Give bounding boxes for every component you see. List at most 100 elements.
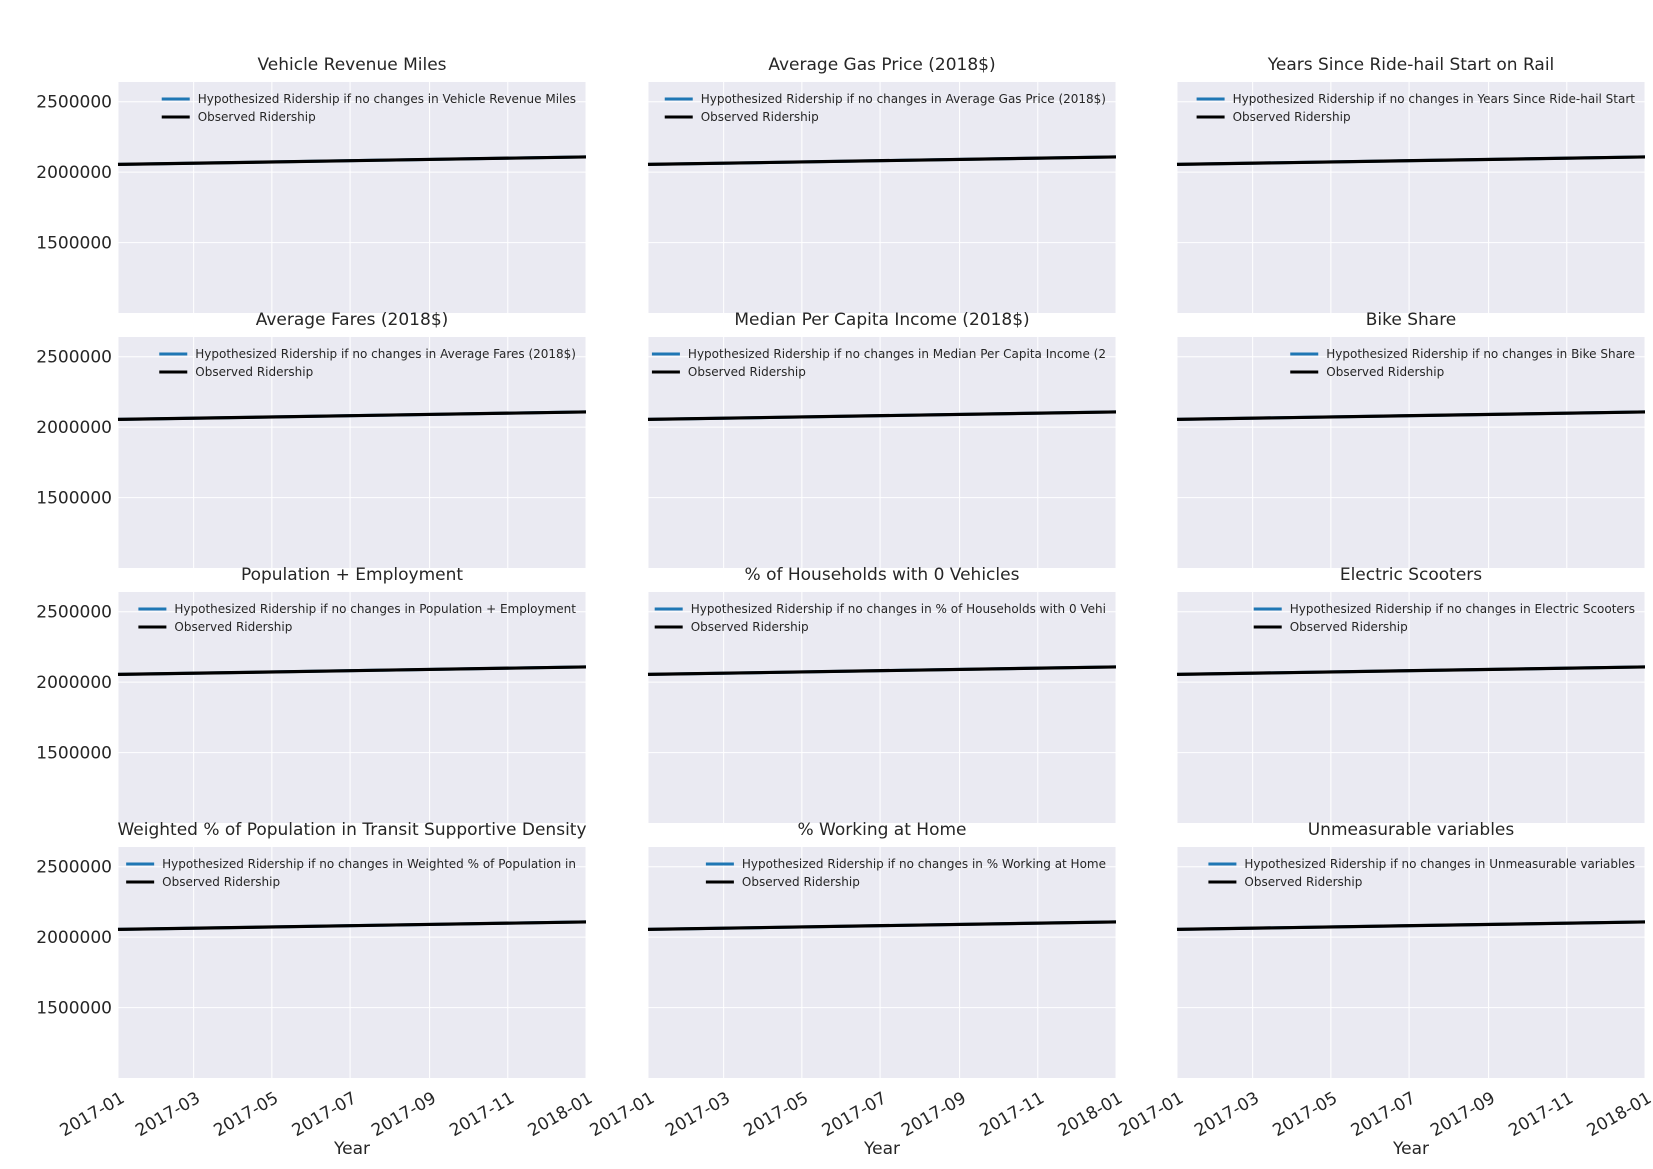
x-tick-label: 2017-01 [587,1088,659,1141]
legend-entry-hypothesized: Hypothesized Ridership if no changes in … [174,602,576,616]
x-tick-label: 2017-11 [976,1088,1048,1141]
x-tick-label: 2017-05 [1269,1088,1341,1141]
y-tick-label: 1500000 [36,234,112,254]
subplot-5: Median Per Capita Income (2018$) Hypothes… [647,310,1117,568]
legend-entry-observed: Observed Ridership [198,110,316,124]
legend-entry-observed: Observed Ridership [1233,110,1351,124]
x-tick-label: 2017-09 [898,1088,970,1141]
y-tick-label: 1500000 [36,999,112,1019]
y-tick-label: 1500000 [36,744,112,764]
legend: Hypothesized Ridership if no changes in … [654,602,1106,634]
x-tick-label: 2017-09 [368,1088,440,1141]
observed-ridership-line [647,155,1117,166]
legend-entry-observed: Observed Ridership [1290,620,1408,634]
plot-area [118,337,586,568]
subplot-title: Population + Employment [241,565,463,585]
legend: Hypothesized Ridership if no changes in … [1208,857,1635,889]
subplot-2: Average Gas Price (2018$) Hypothesized Ri… [647,55,1117,313]
subplot-4: Average Fares (2018$) Hypothesized Riders… [36,310,587,568]
y-tick-label: 1500000 [36,489,112,509]
x-tick-label: 2017-07 [1348,1088,1420,1141]
x-tick-label: 2017-11 [1505,1088,1577,1141]
legend: Hypothesized Ridership if no changes in … [161,92,576,124]
observed-ridership-line [1176,410,1646,421]
x-tick-label: 2018-01 [525,1088,597,1141]
legend-entry-hypothesized: Hypothesized Ridership if no changes in … [1244,857,1635,871]
x-tick-label: 2017-03 [132,1088,204,1141]
legend-entry-hypothesized: Hypothesized Ridership if no changes in … [1233,92,1636,106]
subplot-title: Vehicle Revenue Miles [257,55,446,75]
legend-entry-observed: Observed Ridership [742,875,860,889]
legend: Hypothesized Ridership if no changes in … [1196,92,1636,124]
subplot-title: Electric Scooters [1340,565,1482,585]
legend-entry-hypothesized: Hypothesized Ridership if no changes in … [701,92,1106,106]
observed-ridership-line [117,920,587,931]
y-tick-label: 2000000 [36,673,112,693]
subplot-12: Unmeasurable variables Hypothesized Rider… [1116,820,1653,1159]
x-tick-label: 2018-01 [1055,1088,1127,1141]
observed-ridership-line [1176,155,1646,166]
x-tick-label: 2017-05 [210,1088,282,1141]
legend-entry-observed: Observed Ridership [701,110,819,124]
legend-entry-observed: Observed Ridership [688,365,806,379]
legend: Hypothesized Ridership if no changes in … [138,602,576,634]
subplot-title: Average Fares (2018$) [256,310,449,330]
x-axis-label: Year [1392,1139,1429,1159]
subplot-title: Weighted % of Population in Transit Supp… [117,820,586,840]
legend: Hypothesized Ridership if no changes in … [1290,347,1635,379]
legend-entry-hypothesized: Hypothesized Ridership if no changes in … [1326,347,1635,361]
x-tick-label: 2018-01 [1584,1088,1653,1141]
x-axis-label: Year [333,1139,370,1159]
legend: Hypothesized Ridership if no changes in … [1253,602,1635,634]
subplot-title: Median Per Capita Income (2018$) [734,310,1029,330]
y-tick-label: 2500000 [36,858,112,878]
y-tick-label: 2500000 [36,348,112,368]
legend-entry-hypothesized: Hypothesized Ridership if no changes in … [198,92,576,106]
x-axis-label: Year [863,1139,900,1159]
plot-area [1177,592,1645,823]
subplot-title: Average Gas Price (2018$) [768,55,995,75]
subplot-10: Weighted % of Population in Transit Supp… [36,820,596,1159]
subplot-8: % of Households with 0 Vehicles Hypothesi… [647,565,1117,823]
y-tick-label: 2500000 [36,93,112,113]
observed-ridership-line [647,410,1117,421]
y-tick-label: 2000000 [36,418,112,438]
legend-entry-observed: Observed Ridership [1244,875,1362,889]
legend-entry-hypothesized: Hypothesized Ridership if no changes in … [688,347,1106,361]
legend-entry-hypothesized: Hypothesized Ridership if no changes in … [162,857,576,871]
x-tick-label: 2017-03 [1191,1088,1263,1141]
legend-entry-observed: Observed Ridership [195,365,313,379]
x-tick-label: 2017-01 [1116,1088,1188,1141]
legend-entry-observed: Observed Ridership [174,620,292,634]
observed-ridership-line [117,155,587,166]
subplot-title: Unmeasurable variables [1308,820,1515,840]
subplot-title: % of Households with 0 Vehicles [745,565,1020,585]
x-tick-label: 2017-09 [1427,1088,1499,1141]
legend: Hypothesized Ridership if no changes in … [705,857,1106,889]
x-tick-label: 2017-03 [662,1088,734,1141]
x-tick-label: 2017-07 [819,1088,891,1141]
subplot-7: Population + Employment Hypothesized Ride… [36,565,587,823]
x-tick-label: 2017-01 [57,1088,129,1141]
observed-ridership-line [117,410,587,421]
subplot-1: Vehicle Revenue Miles Hypothesized Riders… [36,55,587,313]
legend-entry-hypothesized: Hypothesized Ridership if no changes in … [1290,602,1635,616]
x-tick-label: 2017-11 [446,1088,518,1141]
subplot-11: % Working at Home Hypothesized Ridership … [587,820,1127,1159]
y-tick-label: 2000000 [36,928,112,948]
observed-ridership-line [647,665,1117,676]
subplot-title: Bike Share [1366,310,1457,330]
legend: Hypothesized Ridership if no changes in … [651,347,1106,379]
legend-entry-hypothesized: Hypothesized Ridership if no changes in … [742,857,1106,871]
observed-ridership-line [1176,665,1646,676]
legend-entry-hypothesized: Hypothesized Ridership if no changes in … [691,602,1106,616]
legend-entry-hypothesized: Hypothesized Ridership if no changes in … [195,347,576,361]
legend: Hypothesized Ridership if no changes in … [159,347,576,379]
subplot-title: Years Since Ride-hail Start on Rail [1267,55,1555,75]
legend: Hypothesized Ridership if no changes in … [664,92,1106,124]
observed-ridership-line [647,920,1117,931]
observed-ridership-line [117,665,587,676]
subplot-6: Bike Share Hypothesized Ridership if no c… [1176,310,1646,568]
y-tick-label: 2000000 [36,163,112,183]
